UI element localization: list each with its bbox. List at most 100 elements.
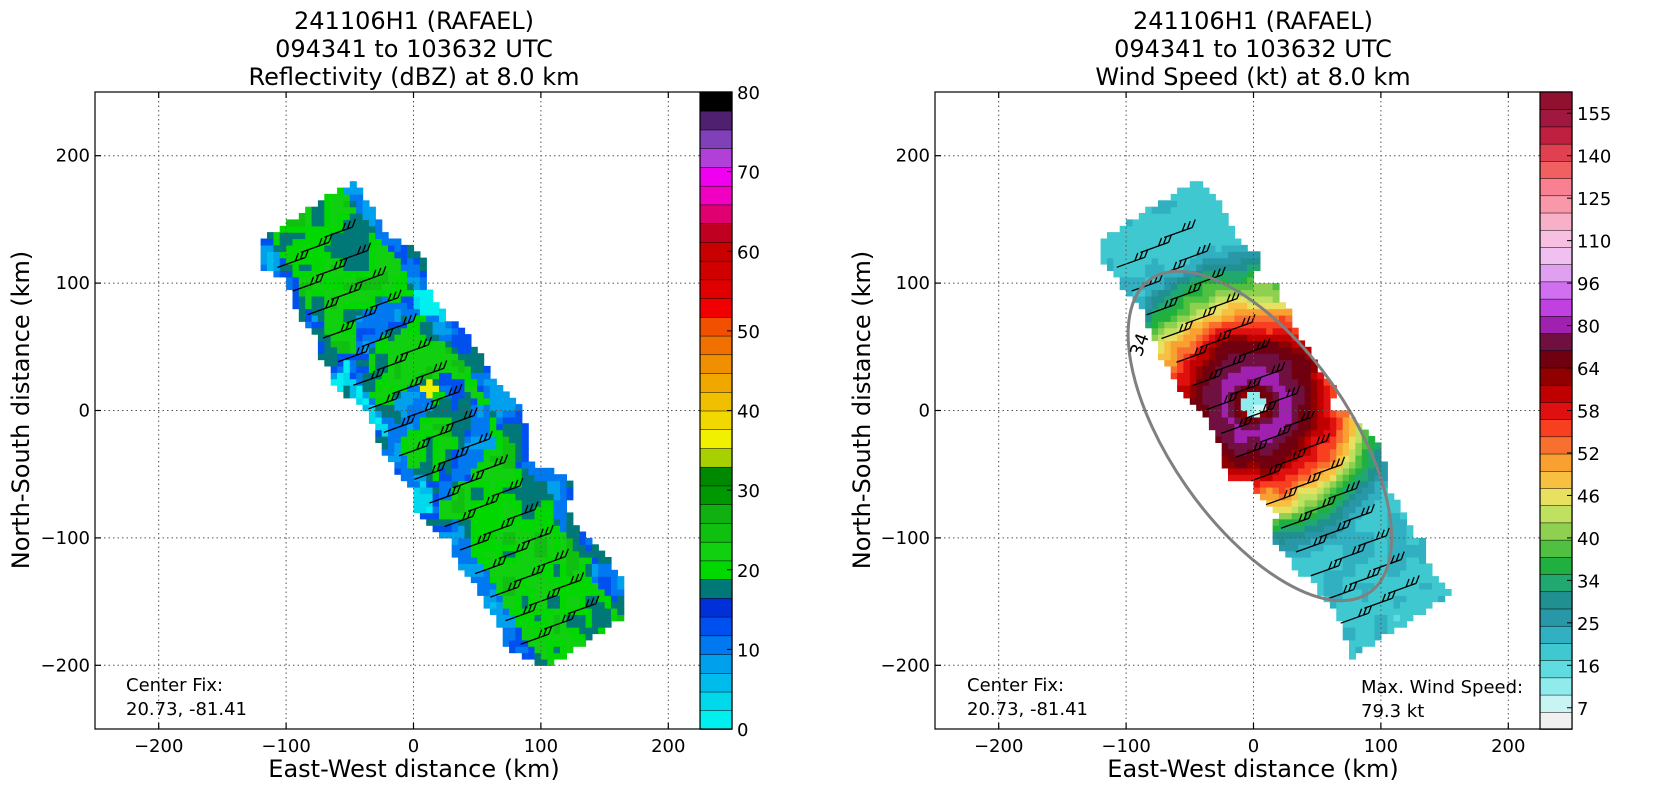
field-cell [445, 461, 453, 469]
field-cell [394, 308, 402, 316]
field-cell [343, 244, 351, 252]
field-cell [407, 251, 415, 259]
field-cell [547, 588, 555, 596]
field-cell [1419, 582, 1427, 590]
field-cell [368, 295, 376, 303]
field-cell [381, 436, 389, 443]
field-cell [1119, 257, 1127, 265]
field-cell [1266, 455, 1274, 463]
field-cell [1304, 448, 1312, 456]
field-cell [1202, 385, 1210, 392]
field-cell [413, 270, 421, 278]
field-cell [528, 506, 536, 514]
field-cell [1329, 569, 1337, 577]
field-cell [1221, 289, 1229, 297]
field-cell [1266, 416, 1274, 424]
field-cell [1387, 601, 1395, 609]
field-cell [337, 334, 345, 342]
field-cell [337, 219, 345, 227]
field-cell [1183, 187, 1191, 195]
field-cell [1323, 461, 1331, 469]
colorbar-tick-label: 16 [1577, 656, 1600, 677]
field-cell [1266, 436, 1274, 443]
field-cell [349, 295, 357, 303]
field-cell [1215, 429, 1223, 437]
field-cell [1215, 238, 1223, 246]
field-cell [1234, 436, 1242, 443]
field-cell [1158, 225, 1165, 233]
field-cell [458, 506, 466, 514]
field-cell [1247, 429, 1255, 437]
wind-barb [324, 218, 356, 238]
field-cell [1266, 410, 1274, 418]
field-cell [432, 365, 440, 373]
field-cell [1336, 531, 1344, 539]
y-tick-label: −200 [881, 655, 930, 676]
field-cell [1221, 270, 1229, 278]
field-cell [496, 576, 504, 584]
field-cell [591, 563, 599, 571]
field-cell [502, 436, 510, 443]
field-cell [311, 206, 319, 214]
field-cell [509, 467, 517, 475]
field-cell [458, 512, 466, 520]
field-cell [1317, 436, 1325, 443]
field-cell [1189, 378, 1197, 386]
field-cell [1266, 486, 1274, 494]
field-cell [1240, 397, 1248, 405]
field-cell [1107, 244, 1114, 252]
field-cell [349, 251, 357, 259]
field-cell [298, 314, 306, 322]
field-cell [502, 525, 510, 533]
field-cell [419, 512, 427, 520]
field-cell [1342, 544, 1350, 552]
field-cell [1208, 340, 1216, 348]
field-cell [1279, 499, 1286, 507]
field-cell [1228, 404, 1235, 412]
field-cell [470, 359, 478, 367]
field-cell [547, 576, 555, 584]
field-cell [1400, 512, 1407, 520]
field-cell [394, 334, 402, 342]
field-cell [464, 467, 472, 475]
field-cell [439, 378, 446, 386]
field-cell [1221, 334, 1229, 342]
field-cell [566, 480, 574, 488]
field-cell [1355, 569, 1363, 577]
field-cell [1291, 493, 1299, 501]
field-cell [483, 563, 491, 571]
field-cell [388, 448, 395, 456]
field-cell [1253, 416, 1261, 424]
field-cell [419, 334, 427, 342]
colorbar-segment [699, 260, 733, 281]
colorbar-segment [1539, 160, 1573, 179]
field-cell [343, 187, 351, 195]
field-cell [1349, 588, 1356, 596]
field-cell [1202, 327, 1210, 335]
field-cell [572, 550, 580, 558]
field-cell [388, 346, 395, 354]
field-cell [419, 448, 427, 456]
field-cell [1228, 257, 1235, 265]
field-cell [451, 353, 459, 361]
field-cell [502, 416, 510, 424]
field-cell [1298, 391, 1306, 399]
field-cell [547, 474, 555, 482]
field-cell [439, 391, 446, 399]
field-cell [489, 595, 497, 603]
field-cell [458, 359, 466, 367]
field-cell [337, 251, 345, 259]
wind-barb [506, 501, 539, 521]
field-cell [572, 601, 580, 609]
field-cell [553, 518, 561, 526]
field-cell [579, 582, 587, 590]
field-cell [483, 595, 491, 603]
field-cell [566, 537, 574, 545]
field-cell [1279, 308, 1286, 316]
field-cell [1387, 493, 1395, 501]
field-cell [439, 308, 446, 316]
field-cell [1368, 608, 1376, 615]
field-cell [515, 544, 523, 552]
field-cell [343, 365, 351, 373]
